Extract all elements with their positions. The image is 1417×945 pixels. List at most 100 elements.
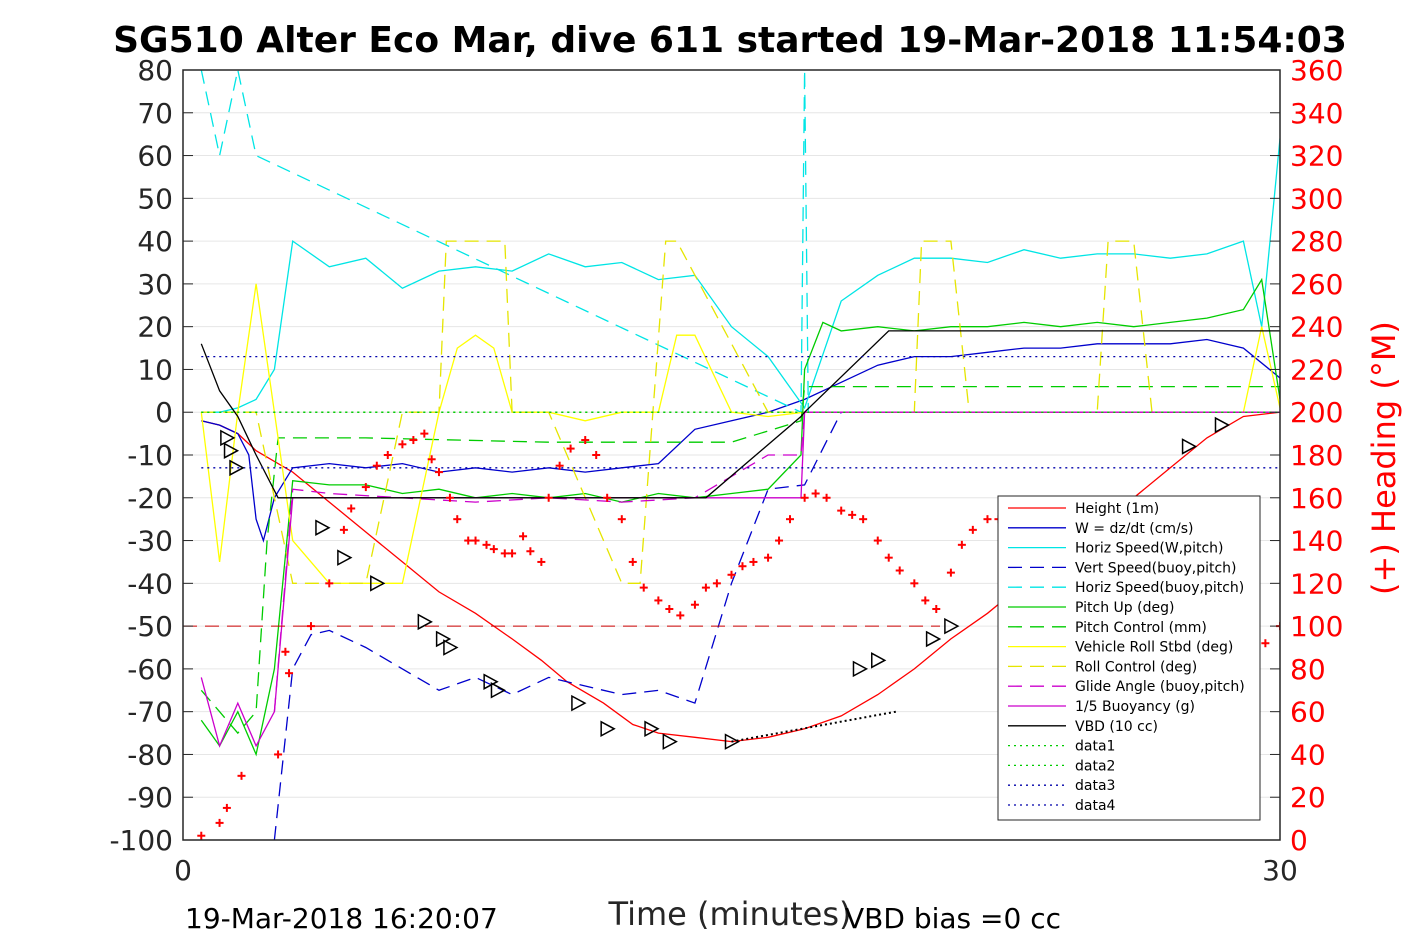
y-tick-label: 20	[137, 311, 173, 344]
heading-point	[859, 515, 868, 524]
y2-tick-label: 340	[1290, 97, 1343, 130]
heading-point	[690, 600, 699, 609]
triangle-marker	[944, 617, 960, 635]
series-pitch_ctl	[200, 385, 1280, 735]
heading-point	[665, 605, 674, 613]
y2-tick-label: 60	[1290, 696, 1326, 729]
triangle-marker	[644, 720, 660, 738]
triangle-marker	[724, 733, 741, 750]
heading-point	[921, 596, 930, 605]
heading-point	[910, 579, 919, 588]
y-tick-label: -90	[127, 781, 173, 814]
triangle-marker	[443, 639, 459, 656]
heading-point	[347, 504, 356, 513]
y2-tick-label: 360	[1290, 54, 1343, 87]
heading-point	[848, 510, 857, 519]
legend-label-data1: data1	[1075, 739, 1115, 755]
heading-point	[453, 515, 462, 524]
triangle-marker	[483, 673, 499, 690]
y-tick-label: -30	[127, 525, 173, 558]
y2-tick-label: 200	[1290, 396, 1343, 429]
y-tick-label: -70	[127, 696, 173, 729]
legend-label-pitch: Pitch Up (deg)	[1075, 600, 1174, 616]
heading-point	[361, 483, 370, 492]
legend-label-height: Height (1m)	[1075, 501, 1159, 517]
y2-tick-label: 300	[1290, 182, 1343, 215]
triangle-marker	[600, 720, 616, 738]
y-tick-label: 70	[137, 97, 173, 130]
heading-point	[420, 429, 429, 438]
heading-point	[983, 515, 992, 524]
y2-tick-label: 20	[1290, 781, 1326, 814]
triangle-marker	[1181, 438, 1198, 455]
y2-tick-label: 140	[1290, 525, 1343, 558]
heading-point	[1261, 639, 1270, 648]
heading-point	[325, 579, 334, 588]
y2-axis-ticks: 3603403203002802602402202001801601401201…	[1270, 54, 1343, 857]
x-axis-ticks: 0 30	[174, 830, 1298, 887]
heading-point	[508, 549, 517, 558]
y-axis-ticks: 80 70 60 50 40 30 20 10 0 -10 -20 -30 -40 -50 -60 -70 -8…	[109, 54, 193, 857]
triangle-marker	[435, 630, 452, 648]
series-roll_ctl	[201, 240, 1280, 584]
legend-label-pitch_ctl: Pitch Control (mm)	[1075, 620, 1207, 636]
heading-point	[409, 436, 418, 445]
heading-point	[281, 647, 290, 656]
y-tick-label: -50	[127, 610, 173, 643]
heading-point	[471, 536, 480, 545]
y-tick-label: -80	[127, 738, 173, 771]
footer-timestamp: 19-Mar-2018 16:20:07	[185, 902, 498, 935]
triangle-marker	[925, 630, 942, 648]
triangle-marker	[223, 442, 240, 459]
triangle-marker	[662, 733, 678, 750]
legend-label-buoy: 1/5 Buoyancy (g)	[1075, 699, 1195, 715]
series-w	[201, 338, 1280, 543]
heading-point	[617, 515, 626, 524]
heading-point	[566, 444, 575, 453]
heading-point	[676, 611, 685, 620]
legend-box	[997, 495, 1261, 821]
y2-tick-label: 40	[1290, 738, 1326, 771]
heading-point	[274, 750, 283, 759]
triangle-marker	[490, 682, 507, 699]
legend-label-horiz_w: Horiz Speed(W,pitch)	[1075, 541, 1223, 557]
y-tick-label: 40	[137, 225, 173, 258]
heading-point	[197, 831, 206, 840]
heading-point	[603, 493, 612, 502]
y-tick-label: 0	[155, 396, 173, 429]
y-tick-label: -20	[127, 482, 173, 515]
heading-point	[639, 583, 648, 592]
legend-label-roll_ctl: Roll Control (deg)	[1075, 659, 1197, 675]
triangle-marker	[229, 459, 245, 477]
heading-point	[222, 803, 231, 812]
heading-point	[837, 506, 846, 515]
heading-point	[445, 493, 454, 502]
y-tick-label: -60	[127, 653, 173, 686]
y-tick-label: 50	[137, 182, 173, 215]
heading-point	[895, 566, 904, 575]
heading-point	[873, 536, 882, 545]
footer-vbd-bias: VBD bias =0 cc	[845, 902, 1061, 935]
triangle-marker	[315, 519, 331, 536]
legend-label-w: W = dz/dt (cm/s)	[1075, 521, 1194, 537]
heading-point	[285, 669, 294, 678]
heading-point	[581, 436, 590, 445]
y-tick-label: -100	[109, 824, 173, 857]
y2-tick-label: 220	[1290, 353, 1343, 386]
legend-label-data4: data4	[1075, 798, 1116, 814]
y-tick-label: -10	[127, 439, 173, 472]
y2-tick-label: 240	[1290, 311, 1343, 344]
triangle-marker	[370, 575, 386, 592]
heading-point	[701, 583, 710, 592]
heading-point	[957, 540, 966, 549]
legend-label-vbd: VBD (10 cc)	[1075, 719, 1158, 735]
triangle-marker	[571, 694, 587, 712]
y-tick-label: 80	[137, 54, 173, 87]
heading-point	[544, 493, 553, 502]
triangle-marker	[417, 613, 433, 631]
heading-point	[464, 536, 473, 545]
legend-label-vert_buoy: Vert Speed(buoy,pitch)	[1075, 560, 1237, 576]
legend: Height (1m) W = dz/dt (cm/s) Horiz Speed(W…	[997, 495, 1261, 821]
heading-point	[932, 605, 941, 613]
series-vbd	[200, 330, 1280, 499]
